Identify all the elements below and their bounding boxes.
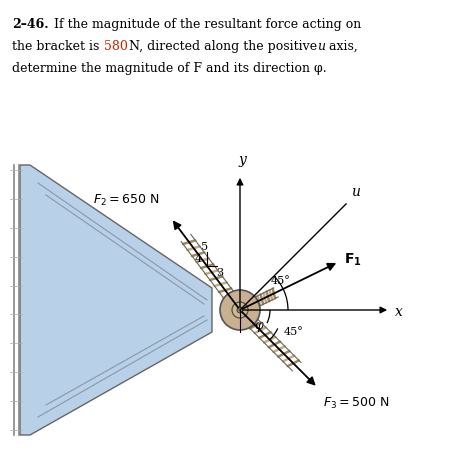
Polygon shape — [20, 165, 212, 435]
Text: 4: 4 — [194, 254, 201, 264]
Text: the bracket is: the bracket is — [12, 40, 103, 53]
Circle shape — [220, 290, 260, 330]
Text: 5: 5 — [201, 242, 209, 252]
Text: 3: 3 — [216, 268, 223, 278]
Circle shape — [237, 307, 243, 313]
Text: 580: 580 — [104, 40, 128, 53]
Text: axis,: axis, — [325, 40, 358, 53]
Text: If the magnitude of the resultant force acting on: If the magnitude of the resultant force … — [46, 18, 361, 31]
Text: 45°: 45° — [284, 327, 303, 337]
Text: y: y — [238, 153, 246, 167]
Text: $F_3 = 500\ \mathrm{N}$: $F_3 = 500\ \mathrm{N}$ — [323, 396, 389, 411]
Text: 45°: 45° — [271, 276, 291, 286]
Text: φ: φ — [254, 319, 263, 332]
Text: u: u — [351, 185, 360, 199]
Text: N, directed along the positive: N, directed along the positive — [125, 40, 321, 53]
Text: determine the magnitude of F and its direction φ.: determine the magnitude of F and its dir… — [12, 62, 327, 75]
Text: 2–46.: 2–46. — [12, 18, 49, 31]
Text: $F_2 = 650\ \mathrm{N}$: $F_2 = 650\ \mathrm{N}$ — [92, 193, 159, 208]
Text: u: u — [317, 40, 325, 53]
Text: x: x — [395, 305, 403, 319]
Circle shape — [232, 302, 248, 318]
Text: $\mathbf{F_1}$: $\mathbf{F_1}$ — [344, 252, 362, 268]
